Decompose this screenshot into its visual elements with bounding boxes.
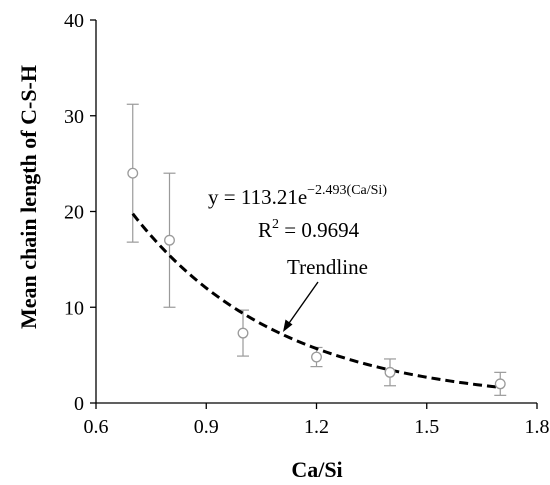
data-points bbox=[127, 167, 506, 390]
y-tick-label: 40 bbox=[64, 10, 84, 32]
r2-prefix: R bbox=[258, 218, 272, 242]
y-tick-label: 30 bbox=[64, 106, 84, 128]
svg-text:R2 = 0.9694: R2 = 0.9694 bbox=[258, 217, 360, 242]
svg-text:y = 113.21e−2.493(Ca/Si): y = 113.21e−2.493(Ca/Si) bbox=[208, 183, 387, 209]
trendline-curve bbox=[131, 212, 501, 389]
trendline-equation: y = 113.21e−2.493(Ca/Si) bbox=[208, 183, 387, 209]
data-point bbox=[164, 234, 175, 246]
data-point bbox=[127, 167, 139, 179]
x-tick-label: 1.2 bbox=[304, 416, 329, 438]
x-tick-label: 0.6 bbox=[84, 416, 109, 438]
r2-value: = 0.9694 bbox=[279, 218, 360, 242]
equation-prefix: y = 113.21e bbox=[208, 185, 307, 209]
data-point bbox=[237, 327, 249, 339]
trendline-label: Trendline bbox=[287, 255, 368, 279]
data-point bbox=[494, 378, 506, 390]
trendline-group bbox=[131, 212, 501, 389]
data-point bbox=[311, 351, 322, 363]
y-axis-title: Mean chain length of C-S-H bbox=[16, 65, 41, 329]
r-squared: R2 = 0.9694 bbox=[258, 217, 360, 242]
x-tick-label: 1.8 bbox=[525, 416, 550, 438]
ticks: 0.6 0.9 1.2 1.5 1.8 0 10 20 30 40 bbox=[64, 10, 550, 438]
data-point bbox=[384, 366, 396, 378]
trendline-arrow bbox=[283, 281, 319, 332]
r2-superscript: 2 bbox=[272, 217, 279, 232]
x-axis-title: Ca/Si bbox=[291, 457, 342, 482]
y-tick-label: 20 bbox=[64, 202, 84, 224]
y-tick-label: 0 bbox=[74, 393, 84, 415]
axes bbox=[95, 20, 537, 404]
x-tick-label: 1.5 bbox=[414, 416, 439, 438]
x-tick-label: 0.9 bbox=[194, 416, 219, 438]
equation-exponent: −2.493(Ca/Si) bbox=[307, 183, 387, 198]
y-tick-label: 10 bbox=[64, 297, 84, 319]
